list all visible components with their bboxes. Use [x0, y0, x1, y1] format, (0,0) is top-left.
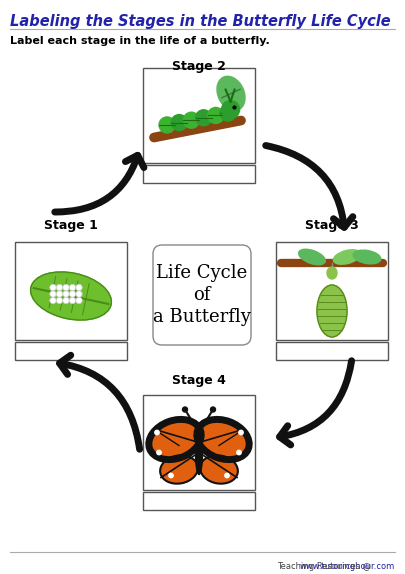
Circle shape — [63, 297, 69, 304]
Circle shape — [56, 297, 63, 304]
Text: Stage 1: Stage 1 — [44, 219, 98, 232]
Bar — [143, 68, 255, 163]
Circle shape — [69, 297, 76, 304]
Circle shape — [157, 450, 161, 455]
Circle shape — [220, 105, 236, 121]
Bar — [143, 395, 255, 490]
Text: Life Cycle: Life Cycle — [156, 264, 247, 282]
Bar — [15, 342, 127, 360]
Bar — [276, 242, 388, 340]
Circle shape — [239, 430, 243, 435]
Circle shape — [196, 110, 211, 126]
Circle shape — [225, 474, 229, 478]
Ellipse shape — [333, 250, 360, 264]
Ellipse shape — [31, 272, 111, 320]
Ellipse shape — [298, 249, 325, 265]
Circle shape — [50, 297, 56, 304]
Text: Stage 3: Stage 3 — [305, 219, 359, 232]
Text: Labeling the Stages in the Butterfly Life Cycle: Labeling the Stages in the Butterfly Lif… — [10, 14, 391, 29]
Circle shape — [155, 430, 159, 435]
Text: of: of — [193, 286, 211, 304]
Circle shape — [76, 291, 82, 297]
Ellipse shape — [160, 455, 198, 484]
Ellipse shape — [317, 285, 347, 337]
Circle shape — [76, 284, 82, 290]
FancyBboxPatch shape — [153, 245, 251, 345]
Bar — [15, 242, 127, 340]
Circle shape — [56, 291, 63, 297]
Circle shape — [237, 450, 241, 455]
Bar — [276, 342, 388, 360]
Circle shape — [69, 284, 76, 290]
Circle shape — [69, 291, 76, 297]
Text: Stage 4: Stage 4 — [172, 374, 226, 387]
Text: www.tutoringhour.com: www.tutoringhour.com — [300, 562, 395, 571]
Bar — [143, 492, 255, 510]
Text: Teaching Resources @: Teaching Resources @ — [277, 562, 374, 571]
Circle shape — [63, 284, 69, 290]
Ellipse shape — [353, 250, 381, 264]
Text: Stage 2: Stage 2 — [172, 60, 226, 73]
Ellipse shape — [198, 420, 248, 459]
Circle shape — [56, 284, 63, 290]
Ellipse shape — [327, 267, 337, 279]
Text: Label each stage in the life of a butterfly.: Label each stage in the life of a butter… — [10, 36, 270, 46]
Circle shape — [183, 112, 199, 128]
Bar — [143, 165, 255, 183]
Circle shape — [222, 100, 240, 119]
Circle shape — [211, 407, 215, 412]
Circle shape — [183, 407, 188, 412]
Ellipse shape — [217, 76, 245, 111]
Text: a Butterfly: a Butterfly — [153, 308, 251, 326]
Circle shape — [169, 474, 173, 478]
Circle shape — [76, 297, 82, 304]
Ellipse shape — [200, 455, 238, 484]
Ellipse shape — [150, 420, 200, 459]
Circle shape — [50, 291, 56, 297]
Circle shape — [50, 284, 56, 290]
Ellipse shape — [196, 430, 202, 475]
Circle shape — [208, 107, 224, 123]
Circle shape — [63, 291, 69, 297]
Circle shape — [159, 117, 175, 133]
Circle shape — [171, 115, 187, 130]
